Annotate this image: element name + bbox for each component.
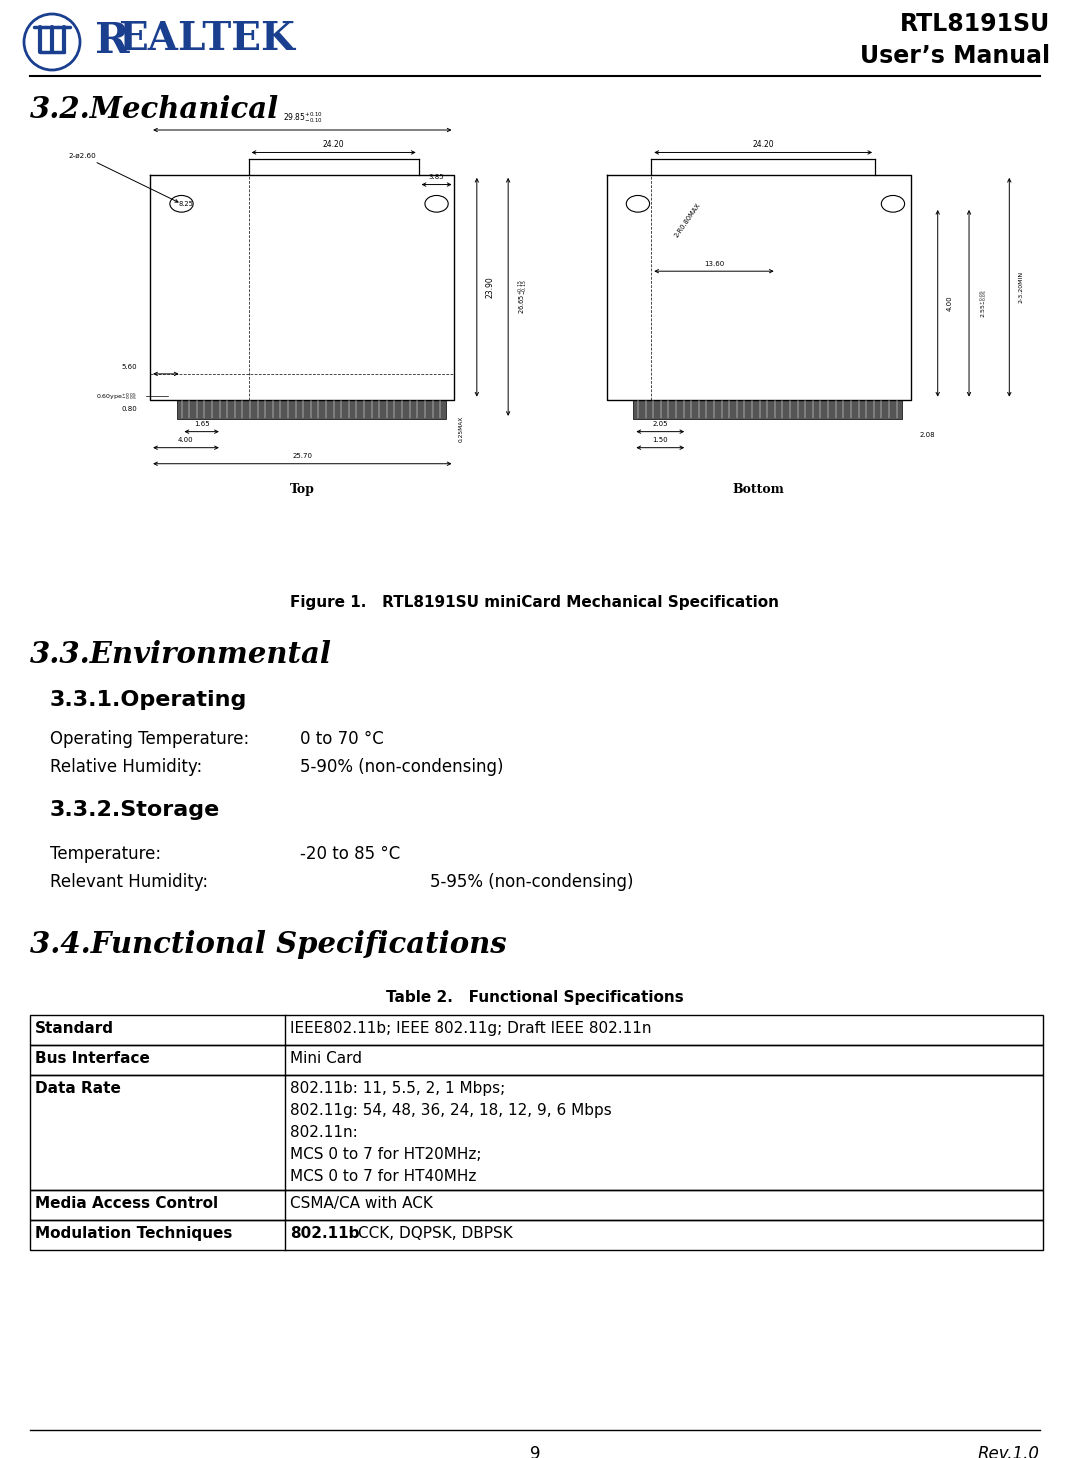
- Text: Standard: Standard: [35, 1021, 114, 1037]
- Text: 2-ø2.60: 2-ø2.60: [68, 153, 178, 203]
- Text: R: R: [95, 20, 129, 63]
- Text: $29.85^{+0.10}_{-0.10}$: $29.85^{+0.10}_{-0.10}$: [282, 109, 322, 125]
- Text: Mini Card: Mini Card: [290, 1051, 362, 1066]
- Text: 4.00: 4.00: [947, 296, 952, 311]
- Text: 5-90% (non-condensing): 5-90% (non-condensing): [300, 758, 504, 776]
- Text: MCS 0 to 7 for HT40MHz: MCS 0 to 7 for HT40MHz: [290, 1169, 476, 1184]
- Bar: [177, 399, 445, 418]
- Text: 802.11b: 802.11b: [290, 1226, 360, 1241]
- Text: 3.2.Mechanical: 3.2.Mechanical: [30, 95, 279, 124]
- Text: 1.65: 1.65: [194, 421, 210, 427]
- Text: : CCK, DQPSK, DBPSK: : CCK, DQPSK, DBPSK: [348, 1226, 513, 1241]
- Text: 2-R0.80MAX: 2-R0.80MAX: [673, 201, 701, 238]
- Text: 802.11g: 54, 48, 36, 24, 18, 12, 9, 6 Mbps: 802.11g: 54, 48, 36, 24, 18, 12, 9, 6 Mb…: [290, 1104, 612, 1118]
- Text: 24.20: 24.20: [752, 140, 774, 149]
- Text: 5-95% (non-condensing): 5-95% (non-condensing): [430, 873, 633, 891]
- Text: 24.20: 24.20: [323, 140, 345, 149]
- Text: 13.60: 13.60: [704, 261, 724, 267]
- Text: Data Rate: Data Rate: [35, 1080, 121, 1096]
- Text: Relevant Humidity:: Relevant Humidity:: [50, 873, 209, 891]
- Text: User’s Manual: User’s Manual: [860, 44, 1050, 69]
- Text: Modulation Techniques: Modulation Techniques: [35, 1226, 232, 1241]
- Text: Bottom: Bottom: [733, 483, 784, 496]
- Text: 3.3.Environmental: 3.3.Environmental: [30, 640, 332, 669]
- Bar: [633, 399, 902, 418]
- Text: Media Access Control: Media Access Control: [35, 1196, 218, 1212]
- Text: 5.60: 5.60: [121, 364, 137, 370]
- Text: Rev.1.0: Rev.1.0: [978, 1445, 1040, 1458]
- Text: 0.60ype$^{+0.05}_{-0.05}$: 0.60ype$^{+0.05}_{-0.05}$: [96, 391, 137, 402]
- Text: MCS 0 to 7 for HT20MHz;: MCS 0 to 7 for HT20MHz;: [290, 1147, 482, 1162]
- Text: IEEE802.11b; IEEE 802.11g; Draft IEEE 802.11n: IEEE802.11b; IEEE 802.11g; Draft IEEE 80…: [290, 1021, 652, 1037]
- Text: Figure 1.   RTL8191SU miniCard Mechanical Specification: Figure 1. RTL8191SU miniCard Mechanical …: [290, 595, 780, 609]
- Text: 9: 9: [530, 1445, 540, 1458]
- Text: 2-3.20MIN: 2-3.20MIN: [1019, 271, 1023, 303]
- Text: 2.08: 2.08: [920, 432, 935, 437]
- Text: Relative Humidity:: Relative Humidity:: [50, 758, 202, 776]
- Bar: [30, 1045, 1043, 1075]
- Text: 2.05: 2.05: [653, 421, 668, 427]
- Text: 3.85: 3.85: [429, 174, 444, 179]
- Text: $26.65^{+0.15}_{-0.15}$: $26.65^{+0.15}_{-0.15}$: [517, 280, 531, 315]
- Text: 23.90: 23.90: [486, 277, 494, 297]
- Text: 0.80: 0.80: [121, 407, 137, 413]
- Text: EALTEK: EALTEK: [118, 20, 295, 58]
- Text: Bus Interface: Bus Interface: [35, 1051, 150, 1066]
- Text: 3.3.2.Storage: 3.3.2.Storage: [50, 800, 220, 819]
- Text: 1.50: 1.50: [653, 437, 668, 443]
- Text: 3.3.1.Operating: 3.3.1.Operating: [50, 690, 247, 710]
- Text: 8.25: 8.25: [179, 201, 194, 207]
- Text: 25.70: 25.70: [292, 453, 312, 459]
- Text: $2.55^{+0.05}_{-0.05}$: $2.55^{+0.05}_{-0.05}$: [978, 289, 989, 318]
- Bar: [30, 1190, 1043, 1220]
- Text: 802.11n:: 802.11n:: [290, 1126, 357, 1140]
- Text: 4.00: 4.00: [179, 437, 194, 443]
- Text: 0.25MAX: 0.25MAX: [459, 416, 464, 442]
- Text: 802.11b: 11, 5.5, 2, 1 Mbps;: 802.11b: 11, 5.5, 2, 1 Mbps;: [290, 1080, 505, 1096]
- Bar: [30, 1220, 1043, 1250]
- Text: -20 to 85 °C: -20 to 85 °C: [300, 846, 400, 863]
- Bar: [30, 1075, 1043, 1190]
- Text: RTL8191SU: RTL8191SU: [900, 12, 1050, 36]
- Text: Top: Top: [290, 483, 315, 496]
- Text: CSMA/CA with ACK: CSMA/CA with ACK: [290, 1196, 433, 1212]
- Text: Temperature:: Temperature:: [50, 846, 162, 863]
- Text: 3.4.Functional Specifications: 3.4.Functional Specifications: [30, 930, 506, 959]
- Text: Table 2.   Functional Specifications: Table 2. Functional Specifications: [386, 990, 684, 1005]
- Text: 0 to 70 °C: 0 to 70 °C: [300, 730, 384, 748]
- Text: Operating Temperature:: Operating Temperature:: [50, 730, 249, 748]
- Bar: [30, 1015, 1043, 1045]
